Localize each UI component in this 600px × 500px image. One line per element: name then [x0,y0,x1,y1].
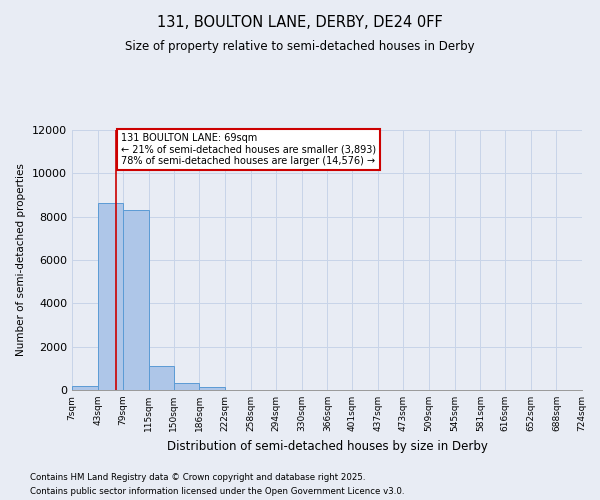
Bar [149,366,174,390]
Text: 131, BOULTON LANE, DERBY, DE24 0FF: 131, BOULTON LANE, DERBY, DE24 0FF [157,15,443,30]
Bar [98,202,123,390]
Bar [199,388,225,390]
Text: Size of property relative to semi-detached houses in Derby: Size of property relative to semi-detach… [125,40,475,53]
Text: 131 BOULTON LANE: 69sqm
← 21% of semi-detached houses are smaller (3,893)
78% of: 131 BOULTON LANE: 69sqm ← 21% of semi-de… [121,132,376,166]
Text: Contains public sector information licensed under the Open Government Licence v3: Contains public sector information licen… [30,487,404,496]
Bar [174,382,199,390]
Bar [72,386,98,390]
X-axis label: Distribution of semi-detached houses by size in Derby: Distribution of semi-detached houses by … [167,440,487,452]
Text: Contains HM Land Registry data © Crown copyright and database right 2025.: Contains HM Land Registry data © Crown c… [30,474,365,482]
Bar [123,210,149,390]
Y-axis label: Number of semi-detached properties: Number of semi-detached properties [16,164,26,356]
